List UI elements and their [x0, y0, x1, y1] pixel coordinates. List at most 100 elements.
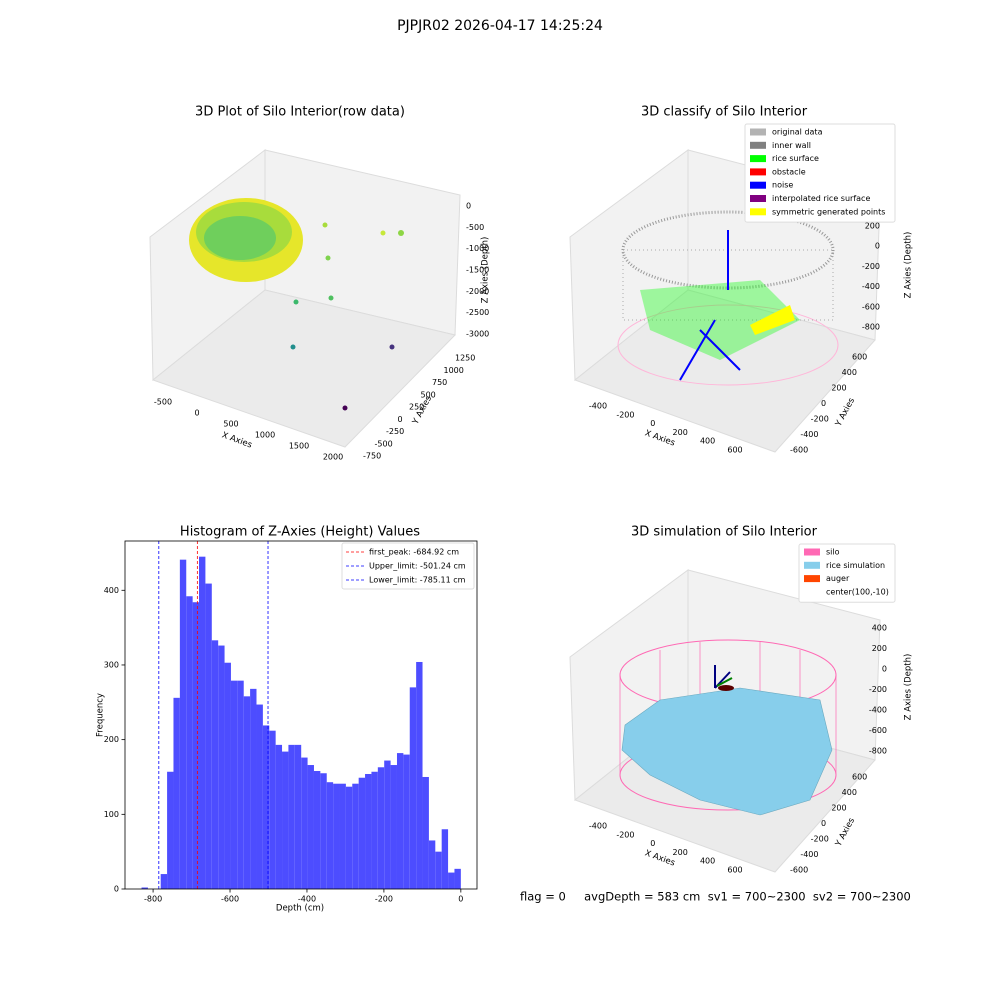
- bar: [345, 786, 353, 889]
- z-tick-label: -3000: [466, 330, 489, 339]
- y-tick-label: -600: [790, 866, 808, 875]
- bar: [282, 751, 289, 889]
- x-tick-label: 600: [727, 866, 742, 875]
- y-tick-label: 500: [421, 390, 436, 399]
- y-tick-label: 0: [821, 399, 826, 408]
- y-tick-label: 300: [104, 660, 119, 669]
- bar: [448, 872, 455, 889]
- legend-box: [341, 542, 475, 590]
- x-tick-label: 500: [223, 420, 238, 429]
- legend-label: Lower_limit: -785.11 cm: [369, 576, 466, 585]
- legend-label: Upper_limit: -501.24 cm: [369, 562, 466, 571]
- bar: [250, 688, 257, 889]
- z-tick-label: 0: [882, 665, 887, 674]
- legend-label: inner wall: [772, 141, 811, 150]
- legend-label: original data: [772, 128, 823, 137]
- bar: [237, 680, 244, 889]
- legend-label: center(100,-10): [826, 587, 889, 596]
- x-tick-label: 400: [700, 857, 715, 866]
- z-axis-label: Z Axies (Depth): [904, 232, 914, 299]
- bar: [186, 596, 193, 889]
- y-tick-label: 400: [104, 586, 119, 595]
- x-tick-label: 200: [673, 428, 688, 437]
- x-axis-label: Depth (cm): [276, 904, 324, 914]
- bar: [358, 777, 366, 889]
- legend-swatch: [750, 141, 766, 149]
- y-axis-label: Y Axies: [833, 816, 857, 849]
- chart-title: Histogram of Z-Axies (Height) Values: [180, 525, 420, 540]
- legend-box: [798, 543, 896, 603]
- z-tick-label: 400: [872, 624, 887, 633]
- y-tick-label: 0: [398, 415, 403, 424]
- bar: [352, 783, 359, 889]
- legend-swatch: [750, 208, 766, 216]
- y-tick-label: 200: [104, 735, 119, 744]
- bar: [396, 753, 404, 889]
- z-tick-label: -400: [869, 706, 887, 715]
- z-tick-label: 0: [875, 242, 880, 251]
- bar: [307, 765, 314, 889]
- legend-swatch: [750, 195, 766, 202]
- subplot-title: 3D Plot of Silo Interior(row data): [195, 105, 405, 120]
- z-tick-label: -1500: [466, 266, 489, 275]
- y-tick-label: 200: [831, 804, 846, 813]
- bar: [422, 776, 429, 889]
- legend-label: auger: [826, 574, 850, 583]
- x-tick-label: 1500: [289, 442, 309, 451]
- bar: [218, 645, 225, 889]
- bar: [141, 887, 148, 889]
- z-tick-label: -600: [869, 726, 887, 735]
- bar: [179, 559, 187, 889]
- z-axis-label: Z Axies (Depth): [481, 237, 491, 304]
- simulation-3d-scene: [569, 569, 881, 873]
- z-tick-label: -200: [869, 685, 887, 694]
- bar: [403, 754, 410, 889]
- legend-label: rice simulation: [826, 561, 885, 570]
- bar: [384, 760, 391, 889]
- x-tick-label: 600: [727, 446, 742, 455]
- x-tick-label: 0: [458, 895, 463, 904]
- bar: [390, 765, 397, 889]
- y-tick-label: 400: [842, 788, 857, 797]
- x-tick-label: 200: [673, 848, 688, 857]
- y-tick-label: -600: [790, 446, 808, 455]
- legend-swatch: [750, 128, 766, 136]
- y-tick-label: 250: [409, 403, 424, 412]
- legend-swatch: [750, 181, 766, 189]
- y-tick-label: 1000: [444, 366, 464, 375]
- z-tick-label: -2000: [466, 287, 489, 296]
- y-tick-label: -250: [386, 427, 404, 436]
- z-tick-label: -1000: [466, 244, 489, 253]
- x-tick-label: -200: [616, 410, 634, 419]
- x-tick-label: -400: [589, 822, 607, 831]
- legend-label: interpolated rice surface: [772, 194, 870, 203]
- x-tick-label: -500: [154, 398, 172, 407]
- bar: [243, 696, 251, 889]
- x-tick-label: -800: [144, 895, 162, 904]
- bar: [313, 771, 321, 889]
- legend-swatch: [750, 168, 766, 176]
- y-tick-label: -500: [375, 439, 393, 448]
- raw-3d-scene: [149, 148, 461, 448]
- subplot-title: 3D classify of Silo Interior: [641, 105, 808, 120]
- legend-swatch: [750, 155, 766, 163]
- z-tick-label: 200: [865, 222, 880, 231]
- bar: [371, 771, 378, 889]
- bar: [365, 773, 372, 889]
- subplot-title: 3D simulation of Silo Interior: [631, 525, 818, 540]
- y-tick-label: 750: [432, 378, 447, 387]
- y-tick-label: 600: [852, 773, 867, 782]
- bar: [199, 556, 206, 889]
- bar: [167, 771, 174, 889]
- bar: [160, 874, 168, 889]
- legend-label: noise: [772, 181, 793, 190]
- y-tick-label: -400: [800, 430, 818, 439]
- bar: [205, 583, 212, 889]
- bar: [275, 744, 283, 889]
- legend-label: rice surface: [772, 154, 819, 163]
- bar: [441, 829, 449, 889]
- status-text: flag = 0 avgDepth = 583 cm sv1 = 700~230…: [520, 890, 911, 904]
- y-tick-label: -400: [800, 850, 818, 859]
- x-tick-label: -400: [298, 895, 316, 904]
